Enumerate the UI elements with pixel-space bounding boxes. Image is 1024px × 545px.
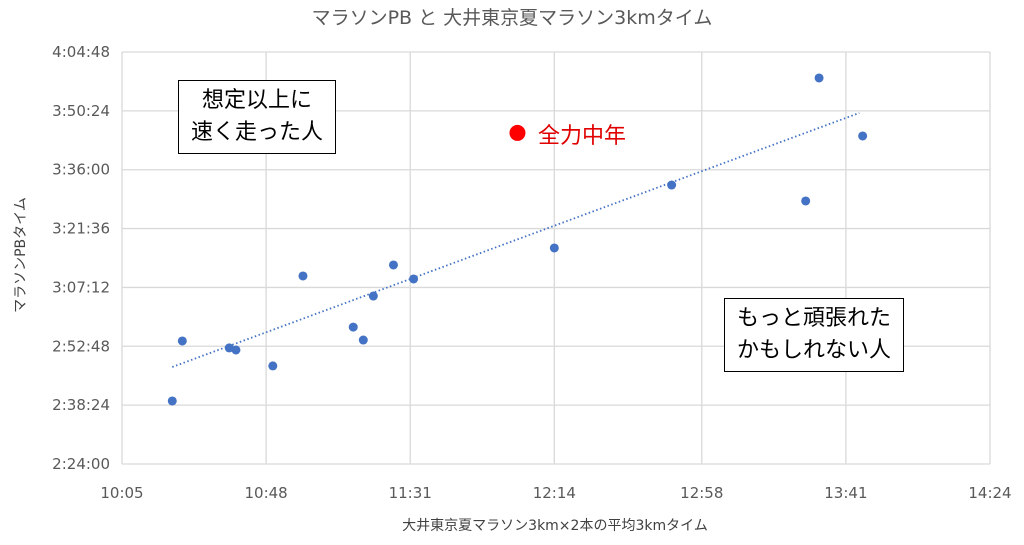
data-point	[388, 260, 398, 270]
chart-title: マラソンPB と 大井東京夏マラソン3kmタイム	[311, 7, 713, 29]
data-point	[409, 274, 419, 284]
y-tick-label: 4:04:48	[52, 43, 110, 61]
highlight-point	[509, 124, 526, 141]
x-axis-label: 大井東京夏マラソン3km×2本の平均3kmタイム	[402, 518, 708, 534]
data-point	[549, 243, 559, 253]
y-tick-label: 3:50:24	[52, 102, 110, 120]
x-tick-label: 10:05	[100, 484, 143, 502]
x-tick-label: 14:24	[968, 484, 1011, 502]
data-point	[348, 322, 358, 332]
x-tick-label: 13:41	[824, 484, 867, 502]
x-tick-label: 11:31	[389, 484, 432, 502]
data-point	[177, 336, 187, 346]
x-tick-label: 12:14	[533, 484, 576, 502]
y-tick-label: 3:36:00	[52, 161, 110, 179]
data-point	[231, 345, 241, 355]
data-point	[368, 291, 378, 301]
highlight-label: 全力中年	[538, 124, 627, 149]
data-point	[268, 361, 278, 371]
data-point	[801, 196, 811, 206]
x-tick-label: 10:48	[244, 484, 287, 502]
data-point	[358, 335, 368, 345]
y-tick-label: 2:52:48	[52, 337, 110, 355]
data-point	[167, 396, 177, 406]
data-point	[667, 180, 677, 190]
annotation-slower: もっと頑張れた かもしれない人	[724, 298, 905, 372]
y-tick-label: 2:38:24	[52, 396, 110, 414]
y-tick-label: 3:21:36	[52, 220, 110, 238]
y-tick-label: 2:24:00	[52, 455, 110, 473]
x-tick-label: 12:58	[680, 484, 723, 502]
data-point	[298, 271, 308, 281]
y-tick-label: 3:07:12	[52, 278, 110, 296]
data-point	[858, 131, 868, 141]
annotation-faster: 想定以上に 速く走った人	[178, 80, 337, 154]
data-point	[814, 73, 824, 83]
